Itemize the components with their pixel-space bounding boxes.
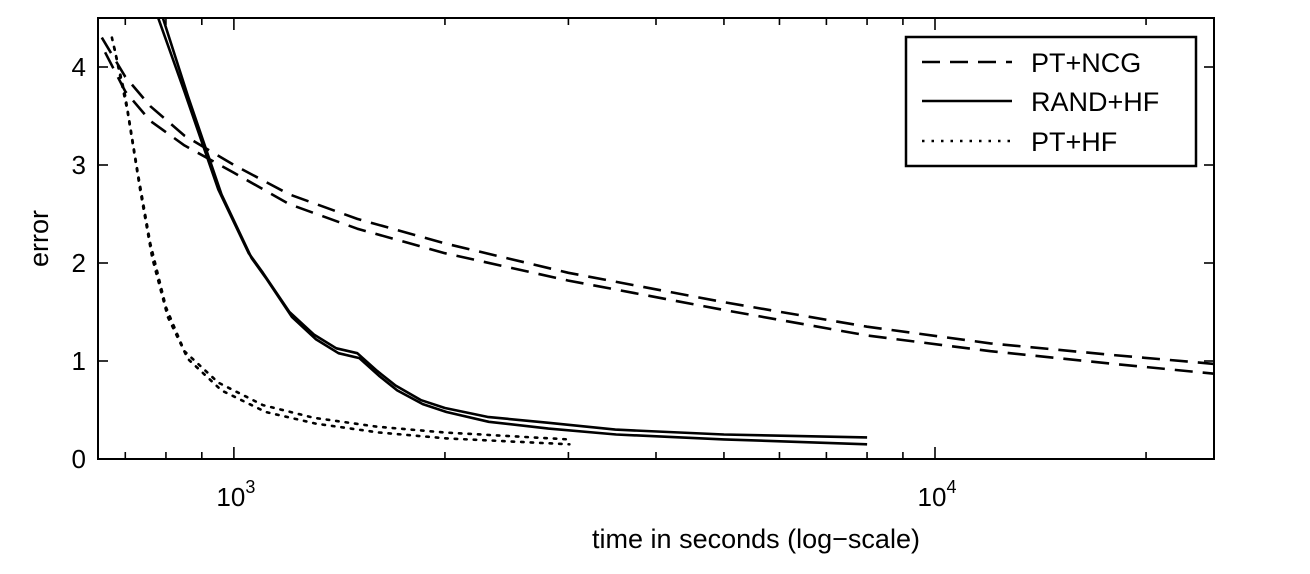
y-tick-label: 3 — [72, 150, 86, 180]
series-line-pt-ncg-1 — [100, 36, 1214, 366]
y-tick-label: 0 — [72, 444, 86, 474]
series-line-pt-ncg-2 — [103, 51, 1214, 375]
y-tick-label: 2 — [72, 248, 86, 278]
series-layer — [100, 18, 1214, 446]
x-axis-label: time in seconds (log−scale) — [592, 524, 920, 554]
y-tick-label: 4 — [72, 52, 86, 82]
tick-layer: 0 1 2 3 4 103 104 — [72, 18, 1214, 512]
legend-label-pt-hf: PT+HF — [1031, 127, 1117, 157]
y-tick-label: 1 — [72, 346, 86, 376]
x-tick-label: 104 — [918, 477, 957, 512]
legend-label-pt-ncg: PT+NCG — [1031, 48, 1141, 78]
series-line-pt-hf-2 — [112, 46, 571, 446]
plot-frame — [97, 17, 1215, 460]
legend: PT+NCG RAND+HF PT+HF — [904, 35, 1198, 168]
x-tick-label: 103 — [216, 477, 255, 512]
series-line-rand-hf-2 — [161, 18, 868, 446]
y-axis-label: error — [24, 210, 54, 267]
legend-label-rand-hf: RAND+HF — [1031, 87, 1159, 117]
